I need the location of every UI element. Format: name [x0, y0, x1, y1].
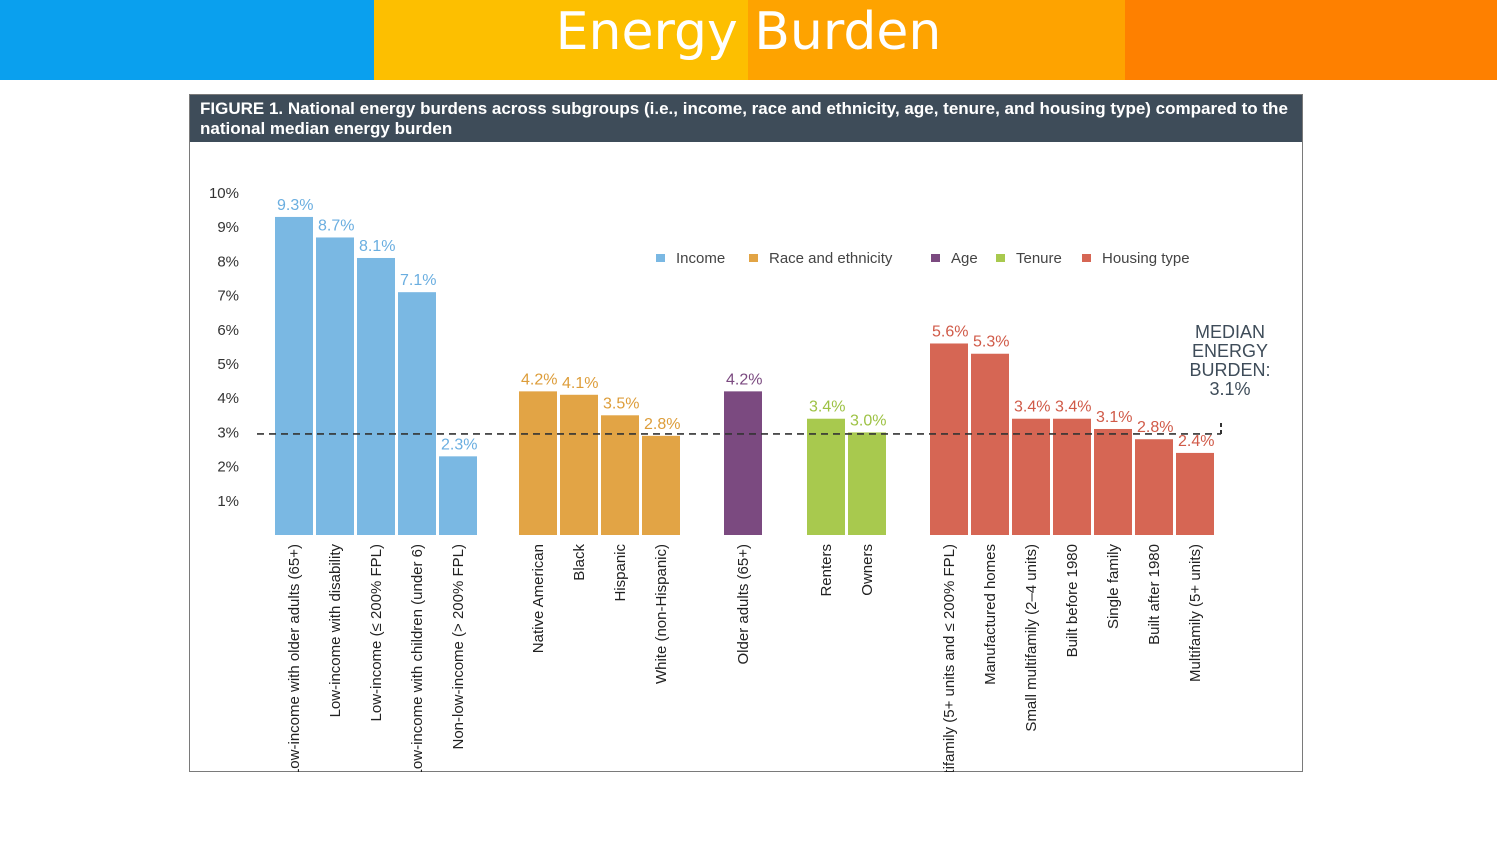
data-label: 3.1% — [1096, 409, 1132, 426]
median-label: MEDIAN — [1195, 322, 1265, 342]
category-label: Low-income with children (under 6) — [409, 544, 426, 772]
legend-label: Housing type — [1102, 250, 1190, 267]
data-label: 5.3% — [973, 334, 1009, 351]
category-label: Older adults (65+) — [735, 544, 752, 664]
category-label: Low-income multifamily (5+ units and ≤ 2… — [941, 544, 958, 772]
data-label: 3.5% — [603, 395, 639, 412]
bar — [1135, 439, 1173, 535]
banner-segment-dark-orange — [1125, 0, 1497, 80]
category-label: Native American — [530, 544, 547, 653]
banner-segment-orange — [748, 0, 1125, 80]
data-label: 3.4% — [1014, 399, 1050, 416]
data-label: 9.3% — [277, 197, 313, 214]
median-label: ENERGY — [1192, 341, 1268, 361]
category-label: Renters — [818, 544, 835, 597]
y-tick-label: 3% — [217, 424, 239, 441]
category-label: Multifamily (5+ units) — [1187, 544, 1204, 682]
bar — [601, 415, 639, 535]
bar — [357, 257, 395, 535]
category-label: Built before 1980 — [1064, 544, 1081, 657]
data-label: 3.0% — [850, 412, 886, 429]
legend-label: Race and ethnicity — [769, 250, 893, 267]
legend-swatch — [1082, 254, 1091, 262]
legend-label: Age — [951, 250, 978, 267]
legend-label: Income — [676, 250, 725, 267]
legend-swatch — [996, 254, 1005, 262]
legend-swatch — [749, 254, 758, 262]
y-tick-label: 2% — [217, 459, 239, 476]
y-tick-label: 4% — [217, 390, 239, 407]
bar — [848, 432, 886, 535]
bar — [971, 353, 1009, 535]
bar — [1053, 418, 1091, 535]
category-label: Small multifamily (2–4 units) — [1023, 544, 1040, 732]
bar — [398, 292, 436, 535]
legend-label: Tenure — [1016, 250, 1062, 267]
data-label: 2.4% — [1178, 433, 1214, 450]
bar — [439, 456, 477, 535]
bar — [1012, 418, 1050, 535]
category-label: Low-income with disability — [327, 544, 344, 718]
banner-segment-yellow — [374, 0, 748, 80]
page-title: Energy Burden — [555, 2, 942, 62]
bar — [519, 391, 557, 535]
category-label: Low-income (≤ 200% FPL) — [368, 544, 385, 721]
data-label: 3.4% — [1055, 399, 1091, 416]
bar — [560, 394, 598, 535]
legend-swatch — [931, 254, 940, 262]
data-label: 7.1% — [400, 272, 436, 289]
category-label: Manufactured homes — [982, 544, 999, 685]
y-tick-label: 10% — [209, 185, 239, 202]
y-tick-label: 7% — [217, 288, 239, 305]
y-tick-label: 1% — [217, 493, 239, 510]
data-label: 2.3% — [441, 436, 477, 453]
y-tick-label: 5% — [217, 356, 239, 373]
figure-header: FIGURE 1. National energy burdens across… — [190, 95, 1302, 142]
bar — [275, 216, 313, 535]
category-label: Built after 1980 — [1146, 544, 1163, 645]
bar — [1176, 452, 1214, 535]
data-label: 4.1% — [562, 375, 598, 392]
category-label: Hispanic — [612, 544, 629, 602]
y-tick-label: 6% — [217, 322, 239, 339]
category-label: Low-income with older adults (65+) — [286, 544, 303, 772]
y-tick-label: 9% — [217, 219, 239, 236]
title-banner — [0, 0, 1497, 80]
bar — [930, 343, 968, 535]
y-tick-label: 8% — [217, 253, 239, 270]
bar — [1094, 428, 1132, 535]
category-label: Black — [571, 544, 588, 581]
data-label: 8.7% — [318, 217, 354, 234]
category-label: Owners — [859, 544, 876, 596]
banner-segment-blue — [0, 0, 374, 80]
category-label: Non-low-income (> 200% FPL) — [450, 544, 467, 750]
category-label: White (non-Hispanic) — [653, 544, 670, 684]
median-label: 3.1% — [1209, 379, 1250, 399]
data-label: 3.4% — [809, 399, 845, 416]
data-label: 2.8% — [644, 416, 680, 433]
energy-burden-chart: 10% 9% 8% 7% 6% 5% 4% 3% 2% 1% 9.3% Low-income with… — [209, 185, 1271, 772]
data-label: 8.1% — [359, 238, 395, 255]
bar — [316, 237, 354, 535]
legend-swatch — [656, 254, 665, 262]
data-label: 4.2% — [726, 371, 762, 388]
bar — [807, 418, 845, 535]
median-label: BURDEN: — [1189, 360, 1270, 380]
data-label: 5.6% — [932, 323, 968, 340]
data-label: 4.2% — [521, 371, 557, 388]
data-label: 2.8% — [1137, 419, 1173, 436]
bar — [642, 435, 680, 535]
category-label: Single family — [1105, 544, 1122, 630]
bar — [724, 391, 762, 535]
